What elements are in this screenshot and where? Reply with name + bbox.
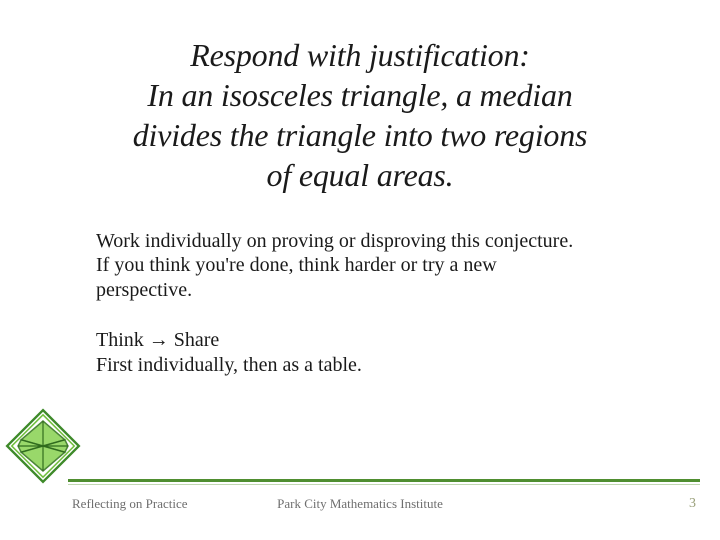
title-line: Respond with justification: <box>190 37 529 73</box>
title-line: of equal areas. <box>267 157 454 193</box>
footer-text-left: Reflecting on Practice <box>72 496 188 512</box>
slide-footer: Reflecting on Practice Park City Mathema… <box>0 465 720 540</box>
slide: Respond with justification: In an isosce… <box>0 0 720 540</box>
body-line: perspective. <box>96 279 192 301</box>
instruction-block-1: Work individually on proving or disprovi… <box>96 229 652 302</box>
footer-rule-top <box>68 479 700 482</box>
instruction-block-2: Think → Share First individually, then a… <box>96 328 652 377</box>
footer-rule-bottom <box>68 484 700 485</box>
title-line: divides the triangle into two regions <box>133 117 588 153</box>
footer-text-center: Park City Mathematics Institute <box>277 496 443 512</box>
body-line: Think → Share <box>96 329 219 351</box>
logo-icon <box>4 407 82 485</box>
body-line: First individually, then as a table. <box>96 354 362 376</box>
slide-title: Respond with justification: In an isosce… <box>48 35 672 195</box>
body-line: If you think you're done, think harder o… <box>96 254 497 276</box>
body-line: Work individually on proving or disprovi… <box>96 230 573 252</box>
page-number: 3 <box>689 496 696 512</box>
title-line: In an isosceles triangle, a median <box>147 77 572 113</box>
